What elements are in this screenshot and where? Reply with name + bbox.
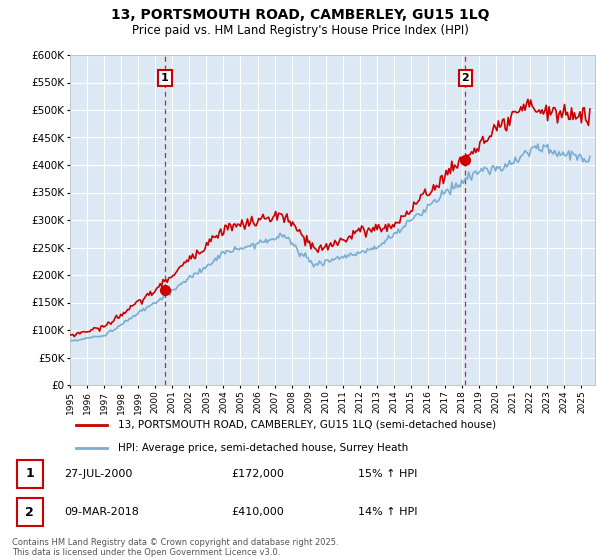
Text: 14% ↑ HPI: 14% ↑ HPI: [358, 507, 417, 517]
Bar: [17, 498, 43, 526]
Text: Price paid vs. HM Land Registry's House Price Index (HPI): Price paid vs. HM Land Registry's House …: [131, 24, 469, 36]
Text: HPI: Average price, semi-detached house, Surrey Heath: HPI: Average price, semi-detached house,…: [118, 443, 408, 453]
Text: 27-JUL-2000: 27-JUL-2000: [64, 469, 132, 479]
Text: £410,000: £410,000: [231, 507, 284, 517]
Text: 2: 2: [25, 506, 34, 519]
Text: 1: 1: [25, 468, 34, 480]
Text: 13, PORTSMOUTH ROAD, CAMBERLEY, GU15 1LQ (semi-detached house): 13, PORTSMOUTH ROAD, CAMBERLEY, GU15 1LQ…: [118, 420, 496, 430]
Text: 1: 1: [161, 73, 169, 83]
Bar: [17, 460, 43, 488]
Text: £172,000: £172,000: [231, 469, 284, 479]
Text: Contains HM Land Registry data © Crown copyright and database right 2025.
This d: Contains HM Land Registry data © Crown c…: [12, 538, 338, 557]
Text: 13, PORTSMOUTH ROAD, CAMBERLEY, GU15 1LQ: 13, PORTSMOUTH ROAD, CAMBERLEY, GU15 1LQ: [111, 8, 489, 22]
Text: 09-MAR-2018: 09-MAR-2018: [64, 507, 139, 517]
Text: 15% ↑ HPI: 15% ↑ HPI: [358, 469, 417, 479]
Text: 2: 2: [461, 73, 469, 83]
